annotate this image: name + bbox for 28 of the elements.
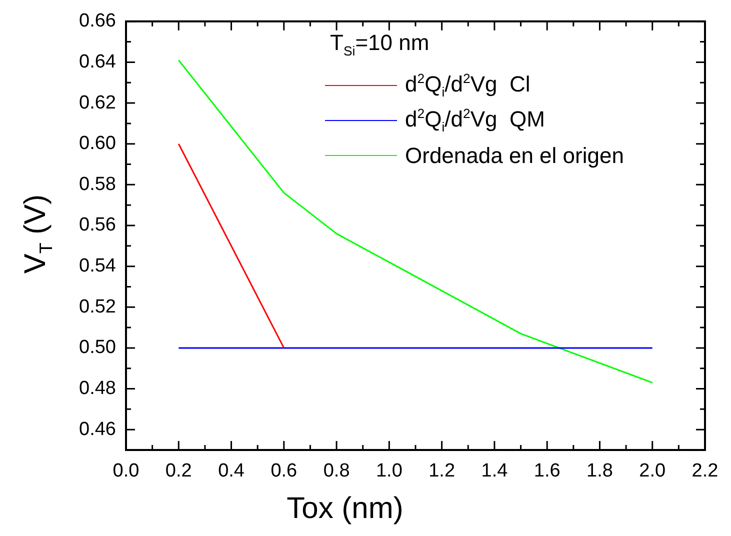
y-tick-label: 0.54 [79, 256, 116, 277]
y-tick-label: 0.62 [79, 92, 116, 114]
x-tick-label: 0.0 [112, 460, 140, 482]
y-tick-label: 0.60 [79, 133, 116, 154]
legend-title: T$_{Si}$=10 nm [330, 30, 430, 60]
y-tick-label: 0.66 [79, 10, 116, 32]
x-tick-label: 0.4 [218, 460, 245, 482]
x-tick-label: 0.8 [323, 460, 350, 482]
legend-label: d$^{2}$Q$_{i}$/d$^{2}$Vg Cl [405, 71, 530, 100]
y-tick-label: 0.56 [79, 214, 116, 236]
x-tick-label: 1.8 [586, 460, 613, 482]
y-tick-label: 0.48 [79, 378, 116, 400]
x-tick-label: 1.4 [481, 460, 508, 482]
y-tick-label: 0.58 [79, 174, 116, 195]
legend-label: Ordenada en el origen [405, 142, 624, 168]
x-tick-label: 0.6 [270, 460, 298, 482]
y-tick-label: 0.50 [79, 337, 116, 358]
x-tick-label: 2.2 [692, 460, 718, 482]
x-tick-label: 0.2 [165, 460, 192, 482]
legend-label: d$^{2}$Q$_{i}$/d$^{2}$Vg QM [405, 106, 545, 135]
y-tick-label: 0.52 [79, 296, 116, 318]
x-tick-label: 1.2 [428, 460, 456, 482]
x-tick-label: 2.0 [639, 460, 666, 482]
y-tick-label: 0.64 [79, 51, 116, 72]
x-axis-title: Tox (nm) [286, 492, 404, 526]
y-tick-label: 0.46 [79, 418, 116, 440]
x-tick-label: 1.0 [376, 460, 402, 482]
x-tick-label: 1.6 [534, 460, 560, 482]
